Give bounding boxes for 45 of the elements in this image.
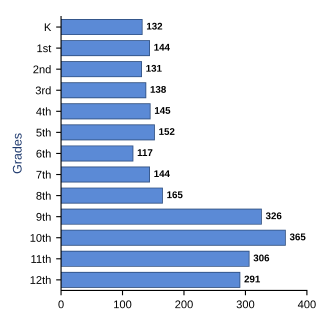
data-label: 165 (167, 191, 183, 198)
x-tick-label: 400 (298, 300, 316, 308)
y-tick-label: 2nd (33, 65, 51, 74)
bar (61, 272, 240, 288)
bar (61, 188, 163, 204)
y-tick-label: 3rd (36, 86, 51, 94)
data-label: 132 (146, 22, 162, 30)
data-label: 145 (154, 107, 170, 114)
data-label: 152 (159, 128, 174, 135)
data-label: 138 (150, 86, 166, 93)
y-tick-label: 11th (31, 254, 51, 263)
y-tick-label: 10th (30, 234, 51, 242)
data-label: 326 (266, 212, 282, 220)
data-label: 117 (138, 149, 152, 156)
data-label: 306 (254, 254, 270, 262)
y-tick-label: 7th (36, 170, 51, 179)
y-tick-label: 9th (36, 212, 51, 221)
x-tick-label: 100 (114, 300, 132, 308)
x-tick-label: 200 (175, 300, 193, 308)
y-tick-label: 12th (30, 276, 51, 284)
bar (61, 103, 151, 120)
y-tick-label: 8th (36, 192, 51, 200)
y-tick-label: 5th (36, 128, 51, 137)
bar (61, 61, 142, 78)
x-tick-label: 0 (58, 300, 64, 308)
bar (61, 145, 134, 162)
bar (61, 19, 143, 36)
data-label: 365 (290, 233, 306, 240)
y-tick-label: 1st (37, 44, 52, 52)
y-axis-title: Grades (12, 133, 22, 174)
bar (61, 230, 286, 246)
y-tick-label: 4th (36, 107, 51, 116)
x-tick-label: 300 (236, 300, 254, 308)
data-label: 144 (154, 44, 170, 51)
y-tick-label: 6th (36, 149, 51, 158)
bar (61, 250, 250, 267)
data-label: 291 (244, 276, 260, 282)
bar (61, 40, 150, 56)
bar (61, 166, 150, 183)
bar (61, 82, 146, 98)
data-label: 131 (146, 64, 162, 72)
y-tick-label: K (44, 23, 52, 32)
data-label: 144 (154, 170, 170, 178)
bar (61, 208, 262, 225)
bar (61, 124, 155, 140)
